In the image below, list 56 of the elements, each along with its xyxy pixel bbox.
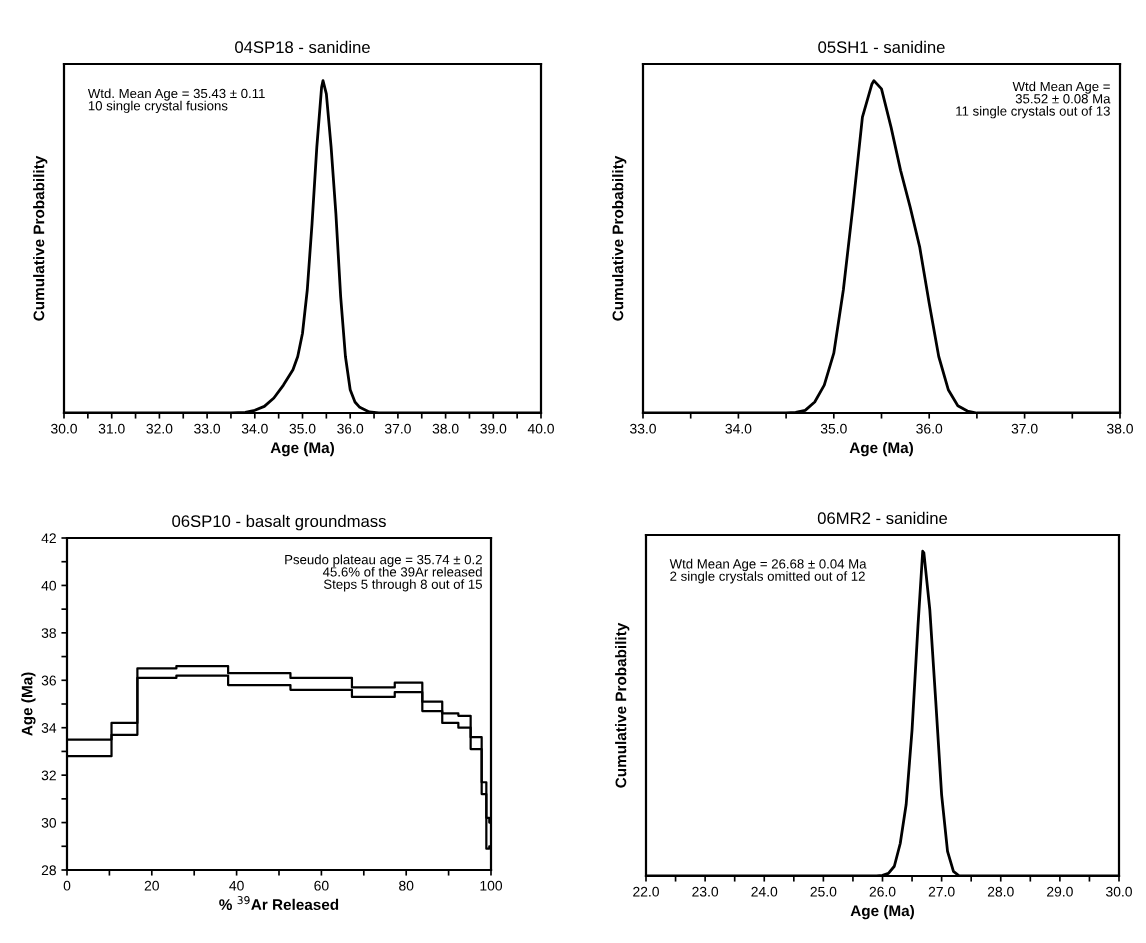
x-tick-label: 37.0 [1011,423,1038,434]
chart-title: 05SH1 - sanidine [818,40,945,54]
x-tick-label: 28.0 [987,886,1014,897]
x-axis-title: Age (Ma) [270,441,334,457]
x-tick-label: 30.0 [51,423,77,434]
x-tick-label: 20 [144,880,159,891]
y-tick-label: 30 [41,817,57,828]
x-axis-title: % $^{39}$Ar Released [219,896,339,911]
x-tick-label: 37.0 [384,423,411,434]
annotation: Pseudo plateau age = 35.74 ± 0.2 45.6% of the 39Ar released Steps 5 through 8 out of 15 [285,554,482,592]
x-tick-label: 0 [63,880,71,891]
x-tick-label: 38.0 [1107,423,1133,434]
y-axis-title: Cumulative Probability [615,622,630,788]
x-tick-label: 26.0 [869,886,896,897]
x-tick-label: 33.0 [194,423,221,434]
x-tick-label: 39.0 [480,423,507,434]
y-tick-label: 28 [41,865,56,876]
y-tick-label: 38 [41,628,56,639]
x-axis-title: Age (Ma) [849,441,913,457]
chart-title: 06MR2 - sanidine [817,511,948,525]
x-tick-label: 27.0 [928,886,955,897]
x-tick-label: 100 [480,880,503,891]
x-tick-label: 36.0 [337,423,364,434]
x-tick-label: 35.0 [820,423,847,434]
x-tick-label: 33.0 [630,423,656,434]
x-tick-label: 23.0 [692,886,719,897]
x-axis-title: Age (Ma) [850,904,914,920]
x-tick-label: 34.0 [725,423,752,434]
chart-title: 04SP18 - sanidine [235,40,370,54]
y-axis-title: Cumulative Probability [612,155,627,321]
x-tick-label: 25.0 [810,886,837,897]
annotation: Wtd Mean Age = 35.52 ± 0.08 Ma 11 single crystals out of 13 [956,81,1111,119]
y-axis-title: Cumulative Probability [33,155,48,321]
annotation: Wtd. Mean Age = 35.43 ± 0.11 10 single crystal fusions [87,88,265,114]
y-tick-label: 42 [41,533,56,544]
y-tick-label: 32 [41,770,56,781]
x-tick-label: 40.0 [527,423,554,434]
x-tick-label: 38.0 [432,423,459,434]
x-tick-label: 32.0 [146,423,173,434]
x-tick-label: 30.0 [1106,886,1132,897]
y-tick-label: 40 [41,580,57,591]
chart-title: 06SP10 - basalt groundmass [172,514,386,531]
x-tick-label: 35.0 [289,423,316,434]
x-tick-label: 29.0 [1047,886,1073,897]
y-tick-label: 36 [41,675,56,686]
x-tick-label: 31.0 [98,423,125,434]
x-tick-label: 40 [229,880,244,891]
x-tick-label: 34.0 [241,423,268,434]
x-tick-label: 80 [399,880,414,891]
x-tick-label: 24.0 [751,886,778,897]
x-tick-label: 36.0 [916,423,943,434]
x-tick-label: 60 [314,880,329,891]
y-axis-title: Age (Ma) [21,672,36,736]
y-tick-label: 34 [41,723,57,733]
x-tick-label: 22.0 [633,886,659,897]
annotation: Wtd Mean Age = 26.68 ± 0.04 Ma 2 single crystals omitted out of 12 [669,558,867,584]
